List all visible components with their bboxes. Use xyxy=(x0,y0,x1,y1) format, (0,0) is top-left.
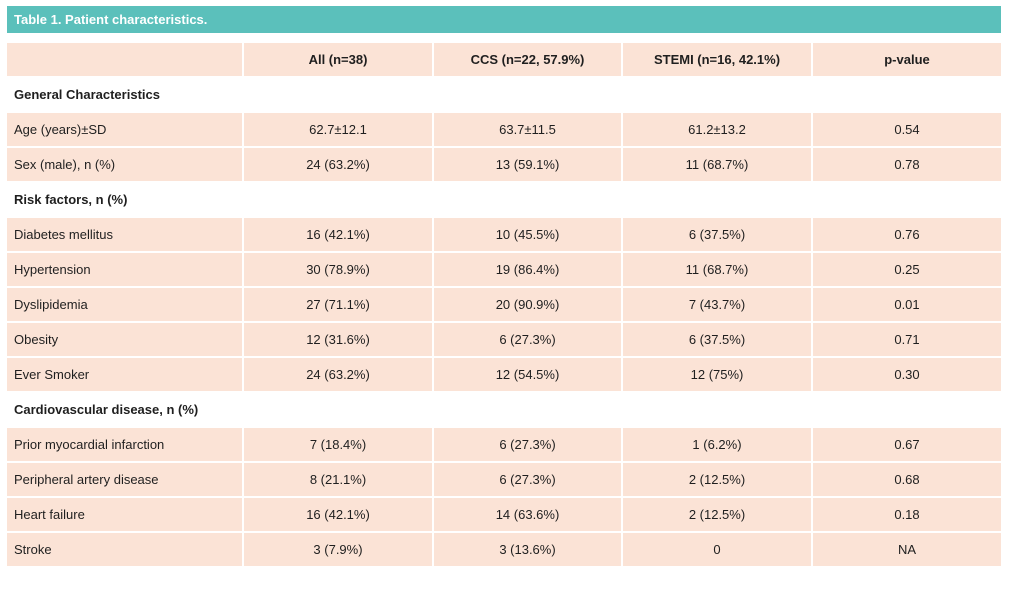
cell-value: 24 (63.2%) xyxy=(242,358,432,393)
section-header-row: Risk factors, n (%) xyxy=(7,183,1001,218)
cell-value: 3 (13.6%) xyxy=(432,533,621,568)
cell-value: 24 (63.2%) xyxy=(242,148,432,183)
cell-value: 6 (27.3%) xyxy=(432,323,621,358)
row-label: Prior myocardial infarction xyxy=(7,428,242,463)
table-row: Age (years)±SD 62.7±12.1 63.7±11.5 61.2±… xyxy=(7,113,1001,148)
cell-value: 7 (43.7%) xyxy=(621,288,811,323)
section-title: Cardiovascular disease, n (%) xyxy=(7,393,1001,428)
row-label: Sex (male), n (%) xyxy=(7,148,242,183)
cell-value: NA xyxy=(811,533,1001,568)
cell-value: 11 (68.7%) xyxy=(621,148,811,183)
table-row: Sex (male), n (%) 24 (63.2%) 13 (59.1%) … xyxy=(7,148,1001,183)
cell-value: 2 (12.5%) xyxy=(621,463,811,498)
patient-characteristics-table: All (n=38) CCS (n=22, 57.9%) STEMI (n=16… xyxy=(7,43,1001,568)
cell-value: 11 (68.7%) xyxy=(621,253,811,288)
cell-value: 0.68 xyxy=(811,463,1001,498)
header-cell: All (n=38) xyxy=(242,43,432,78)
cell-value: 8 (21.1%) xyxy=(242,463,432,498)
table-row: Stroke 3 (7.9%) 3 (13.6%) 0 NA xyxy=(7,533,1001,568)
cell-value: 1 (6.2%) xyxy=(621,428,811,463)
header-cell: CCS (n=22, 57.9%) xyxy=(432,43,621,78)
cell-value: 0.78 xyxy=(811,148,1001,183)
cell-value: 10 (45.5%) xyxy=(432,218,621,253)
cell-value: 0.18 xyxy=(811,498,1001,533)
cell-value: 0.01 xyxy=(811,288,1001,323)
cell-value: 13 (59.1%) xyxy=(432,148,621,183)
table-row: Diabetes mellitus 16 (42.1%) 10 (45.5%) … xyxy=(7,218,1001,253)
table-title: Table 1. Patient characteristics. xyxy=(7,6,1001,33)
table-row: Peripheral artery disease 8 (21.1%) 6 (2… xyxy=(7,463,1001,498)
table-row: Ever Smoker 24 (63.2%) 12 (54.5%) 12 (75… xyxy=(7,358,1001,393)
cell-value: 27 (71.1%) xyxy=(242,288,432,323)
cell-value: 61.2±13.2 xyxy=(621,113,811,148)
table-row: Heart failure 16 (42.1%) 14 (63.6%) 2 (1… xyxy=(7,498,1001,533)
table-row: Obesity 12 (31.6%) 6 (27.3%) 6 (37.5%) 0… xyxy=(7,323,1001,358)
cell-value: 0.54 xyxy=(811,113,1001,148)
cell-value: 20 (90.9%) xyxy=(432,288,621,323)
cell-value: 0.67 xyxy=(811,428,1001,463)
row-label: Ever Smoker xyxy=(7,358,242,393)
cell-value: 2 (12.5%) xyxy=(621,498,811,533)
cell-value: 62.7±12.1 xyxy=(242,113,432,148)
row-label: Obesity xyxy=(7,323,242,358)
row-label: Peripheral artery disease xyxy=(7,463,242,498)
header-cell xyxy=(7,43,242,78)
section-header-row: General Characteristics xyxy=(7,78,1001,113)
cell-value: 6 (37.5%) xyxy=(621,218,811,253)
table-container: Table 1. Patient characteristics. All (n… xyxy=(7,6,1001,568)
cell-value: 63.7±11.5 xyxy=(432,113,621,148)
table-row: Dyslipidemia 27 (71.1%) 20 (90.9%) 7 (43… xyxy=(7,288,1001,323)
table-row: Hypertension 30 (78.9%) 19 (86.4%) 11 (6… xyxy=(7,253,1001,288)
cell-value: 14 (63.6%) xyxy=(432,498,621,533)
cell-value: 6 (27.3%) xyxy=(432,428,621,463)
cell-value: 0.30 xyxy=(811,358,1001,393)
section-title: General Characteristics xyxy=(7,78,1001,113)
header-cell: STEMI (n=16, 42.1%) xyxy=(621,43,811,78)
cell-value: 3 (7.9%) xyxy=(242,533,432,568)
cell-value: 0.25 xyxy=(811,253,1001,288)
cell-value: 12 (54.5%) xyxy=(432,358,621,393)
cell-value: 12 (31.6%) xyxy=(242,323,432,358)
cell-value: 30 (78.9%) xyxy=(242,253,432,288)
cell-value: 6 (27.3%) xyxy=(432,463,621,498)
row-label: Stroke xyxy=(7,533,242,568)
cell-value: 7 (18.4%) xyxy=(242,428,432,463)
row-label: Age (years)±SD xyxy=(7,113,242,148)
row-label: Dyslipidemia xyxy=(7,288,242,323)
cell-value: 6 (37.5%) xyxy=(621,323,811,358)
cell-value: 0.76 xyxy=(811,218,1001,253)
row-label: Hypertension xyxy=(7,253,242,288)
row-label: Heart failure xyxy=(7,498,242,533)
row-label: Diabetes mellitus xyxy=(7,218,242,253)
section-header-row: Cardiovascular disease, n (%) xyxy=(7,393,1001,428)
cell-value: 16 (42.1%) xyxy=(242,498,432,533)
cell-value: 16 (42.1%) xyxy=(242,218,432,253)
cell-value: 0.71 xyxy=(811,323,1001,358)
cell-value: 0 xyxy=(621,533,811,568)
cell-value: 19 (86.4%) xyxy=(432,253,621,288)
section-title: Risk factors, n (%) xyxy=(7,183,1001,218)
header-cell: p-value xyxy=(811,43,1001,78)
header-row: All (n=38) CCS (n=22, 57.9%) STEMI (n=16… xyxy=(7,43,1001,78)
cell-value: 12 (75%) xyxy=(621,358,811,393)
table-row: Prior myocardial infarction 7 (18.4%) 6 … xyxy=(7,428,1001,463)
